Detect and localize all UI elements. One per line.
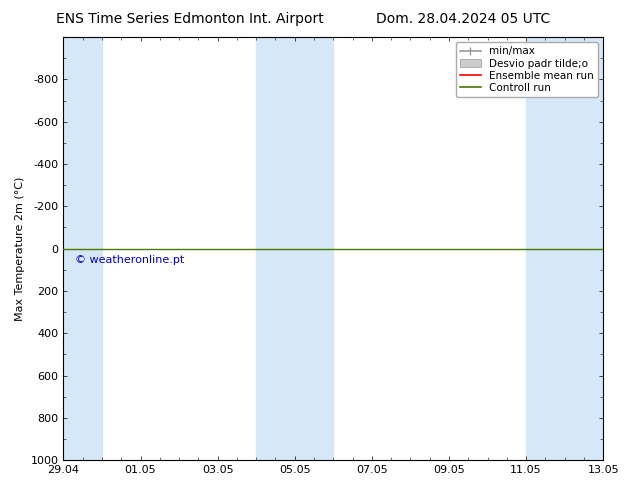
Bar: [526, 37, 603, 460]
Text: Dom. 28.04.2024 05 UTC: Dom. 28.04.2024 05 UTC: [376, 12, 550, 26]
Bar: [63, 37, 102, 460]
Text: ENS Time Series Edmonton Int. Airport: ENS Time Series Edmonton Int. Airport: [56, 12, 324, 26]
Text: © weatheronline.pt: © weatheronline.pt: [75, 255, 184, 265]
Bar: [256, 37, 333, 460]
Legend: min/max, Desvio padr tilde;o, Ensemble mean run, Controll run: min/max, Desvio padr tilde;o, Ensemble m…: [456, 42, 598, 97]
Y-axis label: Max Temperature 2m (°C): Max Temperature 2m (°C): [15, 176, 25, 321]
